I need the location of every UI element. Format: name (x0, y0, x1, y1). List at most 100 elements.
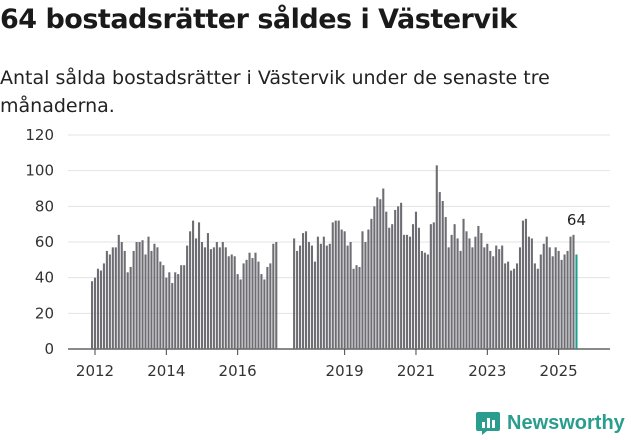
bar (545, 236, 548, 349)
bar (195, 238, 198, 349)
bar (406, 234, 409, 349)
bar (242, 263, 245, 349)
bar (563, 254, 566, 349)
bar (266, 266, 269, 349)
bar (334, 220, 337, 349)
bar (557, 250, 560, 349)
bar (141, 240, 144, 349)
bar (453, 224, 456, 349)
newsworthy-logo-text: Newsworthy (507, 411, 625, 434)
bar (533, 263, 536, 349)
x-tick-label: 2025 (540, 362, 578, 380)
bar (465, 231, 468, 349)
bar (206, 233, 209, 349)
bar (189, 231, 192, 349)
bar (301, 233, 305, 349)
bar (420, 250, 423, 349)
bar (394, 209, 397, 349)
bar (367, 229, 370, 349)
bar (483, 247, 486, 349)
bar (165, 277, 168, 349)
x-tick-label: 2014 (147, 362, 185, 380)
bar (337, 220, 340, 349)
x-tick-label: 2023 (468, 362, 506, 380)
y-tick-label: 20 (35, 304, 54, 322)
annotations: 64 (567, 211, 586, 229)
bar (144, 254, 147, 349)
bar (183, 265, 186, 349)
bar (331, 222, 334, 349)
bar (352, 268, 355, 349)
bar (361, 231, 364, 349)
bar (123, 250, 126, 349)
bar (129, 266, 132, 349)
bar (524, 218, 527, 349)
bar (364, 242, 367, 349)
bar (566, 250, 569, 349)
bar (438, 192, 441, 349)
bar (462, 218, 465, 349)
bar (108, 254, 111, 349)
bar (117, 234, 120, 349)
bar (477, 225, 480, 349)
bar (340, 229, 343, 349)
bar (197, 222, 201, 349)
bar (459, 250, 462, 349)
bar (468, 238, 471, 349)
bar (153, 243, 156, 349)
bar (536, 268, 539, 349)
bar (248, 252, 251, 349)
bar (355, 265, 358, 349)
chart-subtitle: Antal sålda bostadsrätter i Västervik un… (0, 67, 550, 117)
y-tick-label: 0 (44, 340, 54, 358)
bar (411, 224, 415, 349)
bar (417, 227, 420, 349)
bar (435, 165, 438, 349)
bar (221, 242, 224, 349)
bar (192, 220, 195, 349)
bar (569, 236, 572, 349)
newsworthy-logo[interactable]: Newsworthy (475, 406, 625, 440)
bar (495, 245, 498, 349)
bar (554, 247, 557, 349)
bar (349, 242, 352, 349)
x-axis-ticks: 2012 2014 2016 2019 2021 2023 2025 (76, 349, 578, 380)
bar (527, 236, 530, 349)
bar (168, 272, 171, 349)
bar (560, 259, 563, 349)
bar (269, 263, 272, 349)
bar (376, 197, 379, 349)
bar (328, 243, 331, 349)
bar (304, 231, 308, 349)
bar (316, 236, 319, 349)
bars (90, 165, 578, 349)
y-tick-label: 120 (25, 126, 54, 144)
bar (403, 234, 406, 349)
bar (408, 236, 412, 349)
bar (450, 234, 453, 349)
bar (515, 263, 519, 349)
bar (319, 243, 322, 349)
bar (429, 224, 432, 349)
bar (373, 206, 376, 349)
bar (382, 188, 385, 349)
bar (236, 274, 239, 349)
bar (432, 222, 435, 349)
bar (322, 236, 325, 349)
bar (162, 265, 165, 349)
bar (260, 274, 263, 349)
bar (156, 247, 159, 349)
bar (150, 250, 153, 349)
bar (120, 242, 123, 349)
x-tick-label: 2012 (76, 362, 114, 380)
bar (177, 274, 180, 349)
bar (400, 202, 403, 349)
y-tick-label: 80 (35, 197, 54, 215)
bar (209, 249, 212, 349)
bar (203, 247, 207, 349)
bar (343, 231, 346, 349)
y-tick-label: 100 (25, 162, 54, 180)
bar (530, 238, 533, 349)
bar (171, 283, 174, 349)
bar (272, 243, 275, 349)
